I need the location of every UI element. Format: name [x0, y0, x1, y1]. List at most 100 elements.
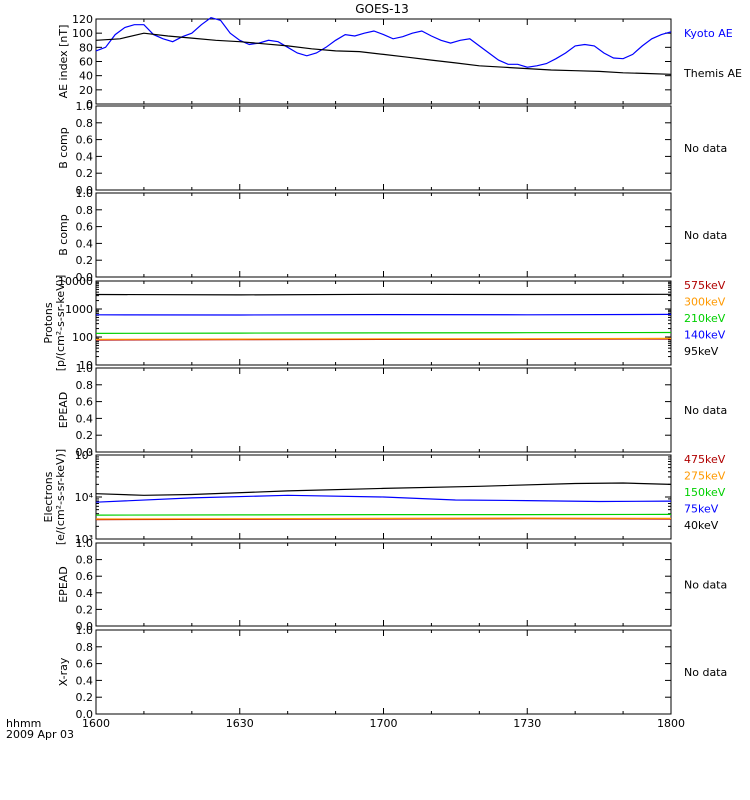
panel-protons: 10 100 1000 10000 Protons [p/(cm²-s-sr-keV)] 5…: [42, 275, 726, 372]
panel-b1: 0.0 0.2 0.4 0.6 0.8 1.0 B comp No data: [57, 100, 727, 197]
y-tick-label: 0.6: [76, 221, 94, 234]
panel-epead2: 0.0 0.2 0.4 0.6 0.8 1.0 EPEAD No data: [57, 537, 727, 633]
panel-frame: [95, 192, 672, 278]
y-axis-label: Protons: [42, 302, 55, 343]
y-tick-label: 0.4: [76, 237, 94, 250]
y-tick-label: 0.8: [76, 204, 94, 217]
legend-entry: 40keV: [684, 519, 719, 532]
y-tick-label: 40: [79, 70, 93, 83]
legend-entry: Kyoto AE: [684, 27, 733, 40]
y-axis-units: [e/(cm²-s-sr-keV)]: [54, 449, 67, 545]
y-tick-label: 0.4: [76, 674, 94, 687]
legend-entry: 95keV: [684, 345, 719, 358]
time-axis-label: hhmm: [6, 717, 41, 730]
panel-frame: [95, 18, 672, 105]
date-label: 2009 Apr 03: [6, 728, 74, 741]
y-tick-label: 0.2: [76, 691, 94, 704]
series-line-275kev: [95, 517, 672, 520]
series-line-75kev: [95, 494, 672, 503]
y-tick-label: 0.8: [76, 554, 94, 567]
y-tick-label: 10⁴: [75, 491, 94, 504]
y-tick-label: 0: [86, 98, 93, 111]
x-tick-label: 1700: [370, 717, 398, 730]
x-tick-label: 1630: [226, 717, 254, 730]
y-tick-label: 80: [79, 41, 93, 54]
series-line-150kev: [95, 513, 672, 516]
legend-entry: 75keV: [684, 503, 719, 516]
y-tick-label: 0.0: [76, 620, 94, 633]
panel-frame: [95, 280, 672, 366]
series-line-kyoto-ae: [95, 16, 672, 68]
chart-title: GOES-13: [355, 2, 409, 16]
y-tick-label: 0.6: [76, 134, 94, 147]
x-tick-label: 1600: [82, 717, 110, 730]
legend-entry: 300keV: [684, 296, 726, 309]
series-line-40kev: [95, 482, 672, 496]
panel-frame: [95, 629, 672, 715]
legend-entry: Themis AE: [683, 67, 742, 80]
panel-frame: [95, 367, 672, 453]
y-tick-label: 0.2: [76, 254, 94, 267]
y-tick-label: 1.0: [76, 100, 94, 113]
y-tick-label: 0.6: [76, 570, 94, 583]
y-tick-label: 0.6: [76, 658, 94, 671]
no-data-note: No data: [684, 666, 727, 679]
legend-entry: 150keV: [684, 486, 726, 499]
panel-frame: [95, 542, 672, 627]
y-axis-label: B comp: [57, 127, 70, 169]
legend-entry: 275keV: [684, 470, 726, 483]
no-data-note: No data: [684, 229, 727, 242]
y-tick-label: 0.0: [76, 271, 94, 284]
y-tick-label: 60: [79, 56, 93, 69]
y-tick-label: 0.0: [76, 708, 94, 721]
series-line-300kev: [95, 337, 672, 340]
y-axis-label: AE index [nT]: [57, 25, 70, 99]
panel-epead1: 0.0 0.2 0.4 0.6 0.8 1.0 EPEAD No data: [57, 362, 727, 459]
y-tick-label: 10⁵: [75, 449, 93, 462]
x-tick-label: 1730: [513, 717, 541, 730]
y-tick-label: 0.2: [76, 429, 94, 442]
y-tick-label: 0.4: [76, 150, 94, 163]
y-tick-label: 0.4: [76, 412, 94, 425]
y-tick-label: 0.8: [76, 379, 94, 392]
panel-electrons: 10³ 10⁴ 10⁵ Electrons [e/(cm²-s-sr-keV)] 475k…: [42, 449, 726, 546]
y-tick-label: 1.0: [76, 362, 94, 375]
y-axis-label: B comp: [57, 214, 70, 256]
y-axis-units: [p/(cm²-s-sr-keV)]: [54, 275, 67, 372]
y-tick-label: 10000: [58, 275, 93, 288]
series-line-140kev: [95, 313, 672, 316]
y-tick-label: 10³: [75, 533, 93, 546]
panel-b2: 0.0 0.2 0.4 0.6 0.8 1.0 B comp No data: [57, 187, 727, 284]
y-tick-label: 0.8: [76, 117, 94, 130]
y-tick-label: 100: [72, 331, 93, 344]
y-tick-label: 0.8: [76, 641, 94, 654]
y-tick-label: 1.0: [76, 624, 94, 637]
y-axis-label: EPEAD: [57, 566, 70, 603]
y-tick-label: 0.6: [76, 396, 94, 409]
y-tick-label: 1.0: [76, 537, 94, 550]
legend-entry: 475keV: [684, 453, 726, 466]
y-tick-label: 120: [72, 13, 93, 26]
y-tick-label: 1.0: [76, 187, 94, 200]
no-data-note: No data: [684, 404, 727, 417]
y-tick-label: 0.4: [76, 587, 94, 600]
y-tick-label: 10: [79, 359, 93, 372]
series-line-themis-ae: [95, 32, 672, 75]
panel-xray: 0.0 0.2 0.4 0.6 0.8 1.0 X-ray No data: [57, 624, 727, 721]
y-axis-label: EPEAD: [57, 392, 70, 429]
legend-entry: 210keV: [684, 312, 726, 325]
series-line-210kev: [95, 331, 672, 334]
y-tick-label: 100: [72, 27, 93, 40]
no-data-note: No data: [684, 142, 727, 155]
no-data-note: No data: [684, 579, 727, 592]
legend-entry: 575keV: [684, 279, 726, 292]
panel-frame: [95, 105, 672, 191]
y-tick-label: 0.2: [76, 167, 94, 180]
legend-entry: 140keV: [684, 329, 726, 342]
y-tick-label: 1000: [65, 303, 93, 316]
y-tick-label: 0.0: [76, 446, 94, 459]
series-line-95kev: [95, 293, 672, 296]
